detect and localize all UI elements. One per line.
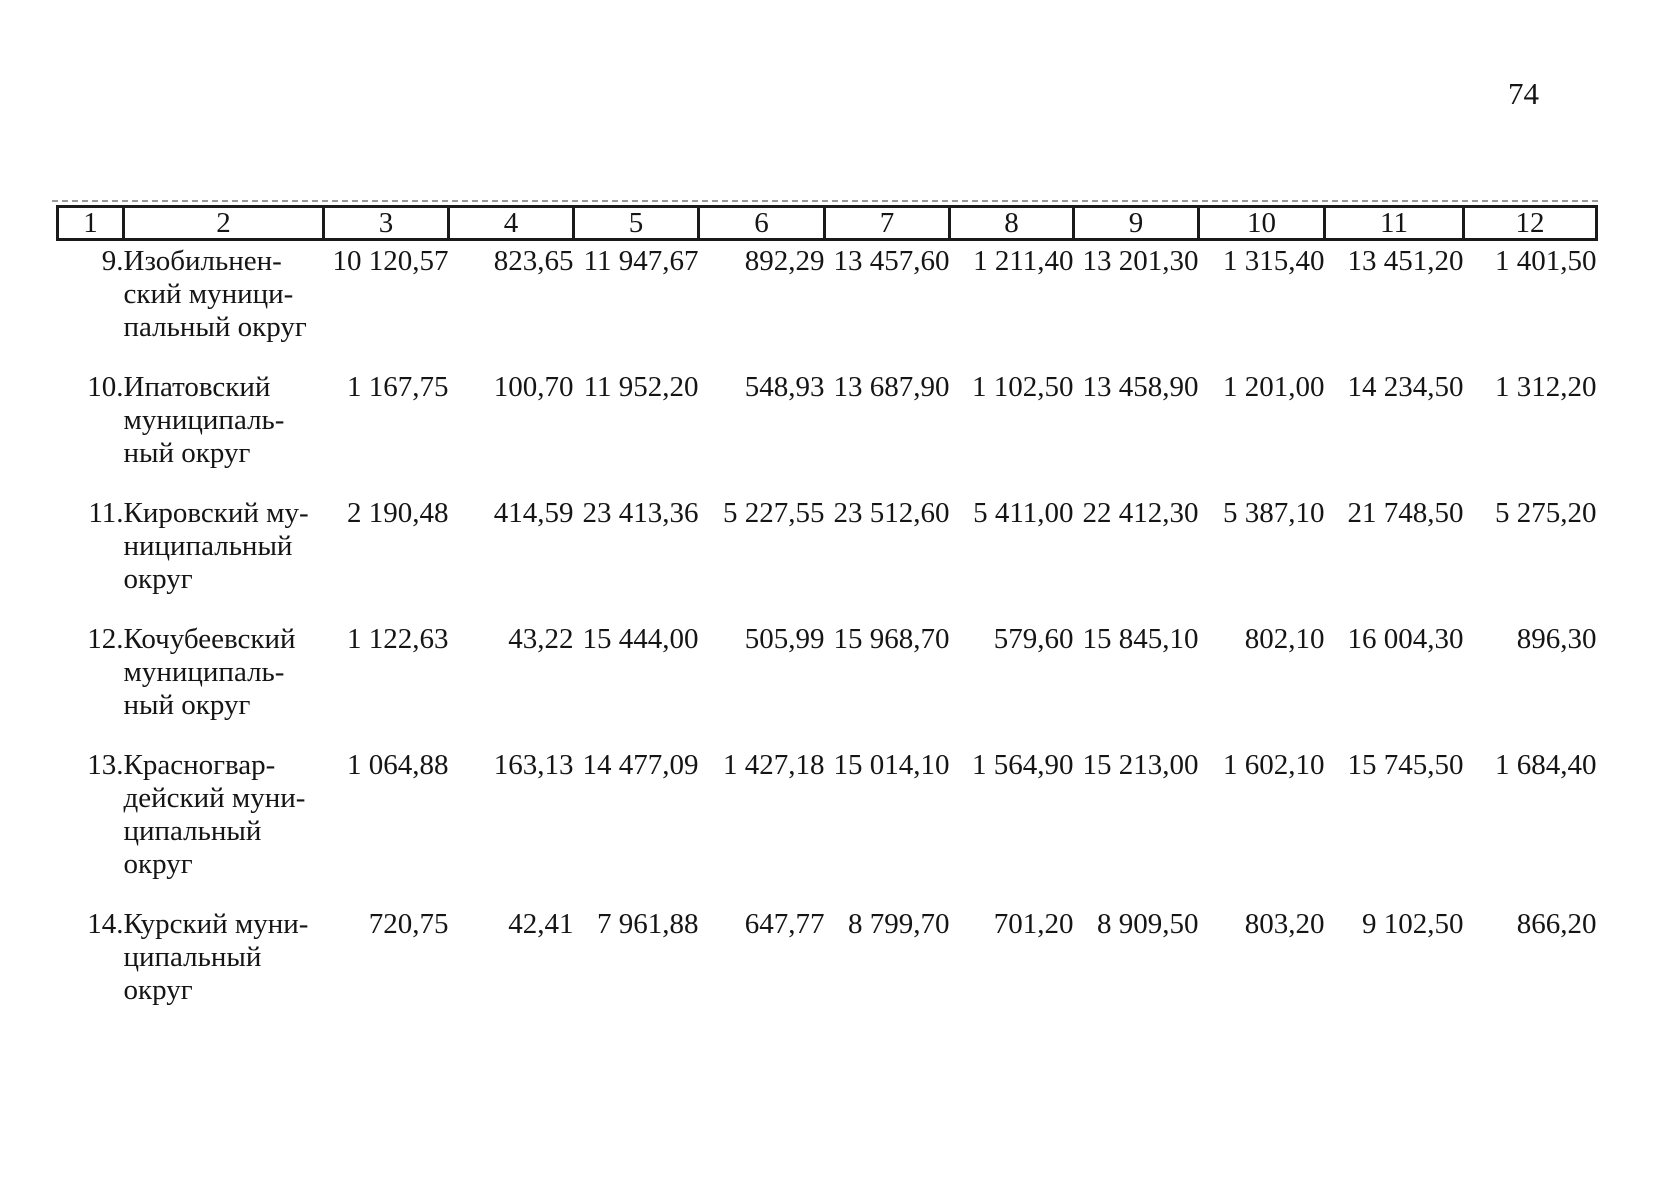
value-cell: 1 315,40: [1223, 245, 1325, 277]
column-header-9: 9: [1072, 205, 1200, 241]
value-cell: 16 004,30: [1347, 623, 1464, 655]
value-cell: 5 275,20: [1495, 497, 1597, 529]
value-cell: 892,29: [744, 245, 825, 277]
value-cell: 13 687,90: [833, 371, 950, 403]
municipal-data-table: 1 2 3 4 5 6 7 8 9 10 11 12 9. Изобильнен- ский муниц…: [56, 205, 1598, 1034]
row-number: 13.: [87, 749, 124, 781]
value-cell: 701,20: [993, 908, 1074, 940]
value-cell: 9 102,50: [1362, 908, 1464, 940]
column-header-7: 7: [823, 205, 951, 241]
value-cell: 1 167,75: [347, 371, 449, 403]
table-row: 13. Красногвар- дейский муни- ципальный о…: [58, 749, 1597, 908]
value-cell: 720,75: [368, 908, 449, 940]
value-cell: 43,22: [508, 623, 574, 655]
value-cell: 5 227,55: [723, 497, 825, 529]
value-cell: 8 909,50: [1097, 908, 1199, 940]
row-number: 10.: [87, 371, 124, 403]
value-cell: 15 968,70: [833, 623, 950, 655]
value-cell: 1 427,18: [723, 749, 825, 781]
value-cell: 100,70: [493, 371, 574, 403]
table-row: 12. Кочубеевский муниципаль- ный округ 1 1…: [58, 623, 1597, 749]
value-cell: 866,20: [1516, 908, 1597, 940]
value-cell: 23 512,60: [833, 497, 950, 529]
value-cell: 548,93: [744, 371, 825, 403]
value-cell: 23 413,36: [582, 497, 699, 529]
value-cell: 647,77: [744, 908, 825, 940]
value-cell: 1 602,10: [1223, 749, 1325, 781]
district-name: Изобильнен- ский муници- пальный округ: [123, 245, 307, 343]
district-name: Кочубеевский муниципаль- ный округ: [123, 623, 296, 721]
value-cell: 13 201,30: [1082, 245, 1199, 277]
value-cell: 505,99: [744, 623, 825, 655]
district-name: Ипатовский муниципаль- ный округ: [123, 371, 285, 469]
row-number: 14.: [87, 908, 124, 940]
value-cell: 823,65: [493, 245, 574, 277]
value-cell: 13 457,60: [833, 245, 950, 277]
column-header-12: 12: [1462, 205, 1598, 241]
table-row: 9. Изобильнен- ский муници- пальный округ…: [58, 240, 1597, 372]
row-number: 9.: [101, 245, 124, 277]
table-row: 11. Кировский му- ниципальный округ 2 190,…: [58, 497, 1597, 623]
value-cell: 1 064,88: [347, 749, 449, 781]
value-cell: 21 748,50: [1347, 497, 1464, 529]
value-cell: 15 014,10: [833, 749, 950, 781]
value-cell: 13 458,90: [1082, 371, 1199, 403]
value-cell: 5 387,10: [1223, 497, 1325, 529]
value-cell: 5 411,00: [973, 497, 1074, 529]
value-cell: 15 444,00: [582, 623, 699, 655]
value-cell: 579,60: [993, 623, 1074, 655]
value-cell: 1 564,90: [972, 749, 1074, 781]
table-row: 14. Курский муни- ципальный округ 720,75 42…: [58, 908, 1597, 1034]
column-header-10: 10: [1197, 205, 1326, 241]
value-cell: 2 190,48: [347, 497, 449, 529]
value-cell: 896,30: [1516, 623, 1597, 655]
column-header-1: 1: [56, 205, 125, 241]
value-cell: 414,59: [493, 497, 574, 529]
value-cell: 802,10: [1244, 623, 1325, 655]
value-cell: 15 213,00: [1082, 749, 1199, 781]
value-cell: 1 122,63: [347, 623, 449, 655]
district-name: Кировский му- ниципальный округ: [123, 497, 309, 595]
value-cell: 14 234,50: [1347, 371, 1464, 403]
value-cell: 10 120,57: [332, 245, 449, 277]
value-cell: 803,20: [1244, 908, 1325, 940]
value-cell: 1 312,20: [1495, 371, 1597, 403]
table-header-row: 1 2 3 4 5 6 7 8 9 10 11 12: [56, 205, 1598, 241]
value-cell: 13 451,20: [1347, 245, 1464, 277]
value-cell: 8 799,70: [848, 908, 950, 940]
value-cell: 22 412,30: [1082, 497, 1199, 529]
value-cell: 1 201,00: [1223, 371, 1325, 403]
table-row: 10. Ипатовский муниципаль- ный округ 1 167…: [58, 371, 1597, 497]
value-cell: 11 947,67: [583, 245, 699, 277]
value-cell: 1 401,50: [1495, 245, 1597, 277]
value-cell: 15 745,50: [1347, 749, 1464, 781]
value-cell: 1 684,40: [1495, 749, 1597, 781]
column-header-2: 2: [122, 205, 325, 241]
page-number: 74: [1508, 76, 1539, 111]
value-cell: 15 845,10: [1082, 623, 1199, 655]
value-cell: 42,41: [508, 908, 574, 940]
district-name: Курский муни- ципальный округ: [123, 908, 309, 1006]
value-cell: 1 211,40: [973, 245, 1074, 277]
column-header-11: 11: [1323, 205, 1465, 241]
column-header-6: 6: [697, 205, 826, 241]
value-cell: 7 961,88: [597, 908, 699, 940]
row-number: 11.: [88, 497, 124, 529]
column-header-8: 8: [948, 205, 1075, 241]
value-cell: 163,13: [493, 749, 574, 781]
column-header-4: 4: [447, 205, 575, 241]
value-cell: 14 477,09: [582, 749, 699, 781]
value-cell: 1 102,50: [972, 371, 1074, 403]
column-header-3: 3: [322, 205, 450, 241]
district-name: Красногвар- дейский муни- ципальный окру…: [123, 749, 306, 880]
table-body: 9. Изобильнен- ский муници- пальный округ…: [58, 240, 1597, 1035]
value-cell: 11 952,20: [583, 371, 699, 403]
scan-artifact-line: [52, 200, 1598, 202]
row-number: 12.: [87, 623, 124, 655]
column-header-5: 5: [572, 205, 700, 241]
